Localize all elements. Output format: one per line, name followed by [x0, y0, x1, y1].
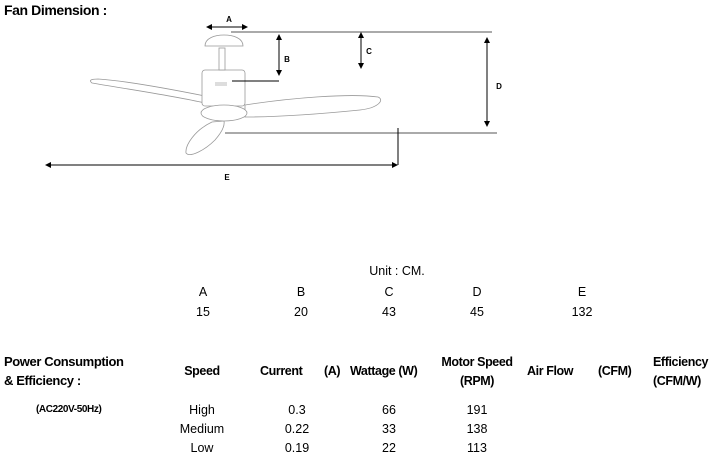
cell-speed: High [189, 403, 215, 417]
dim-header-a: A [198, 285, 208, 299]
cell-speed: Low [190, 441, 214, 455]
motor-housing [201, 69, 246, 107]
cell-rpm: 138 [466, 422, 488, 436]
cell-wattage: 66 [382, 403, 396, 417]
power-title-line2: & Efficiency : [4, 373, 81, 388]
right-blade [244, 95, 382, 118]
section-title-fan-dimension: Fan Dimension : [4, 2, 107, 18]
header-wattage: Wattage (W) [350, 364, 418, 378]
dim-header-c: C [384, 285, 394, 299]
cell-wattage: 22 [382, 441, 396, 455]
canopy [204, 34, 244, 47]
cell-current: 0.3 [288, 403, 306, 417]
dim-value-a: 15 [196, 305, 210, 319]
dim-value-d: 45 [470, 305, 484, 319]
dim-value-c: 43 [382, 305, 396, 319]
diagram-label-d: D [496, 82, 502, 91]
header-current: Current [260, 364, 303, 378]
header-current-unit: (A) [324, 364, 341, 378]
dim-header-e: E [577, 285, 587, 299]
power-supply-label: (AC220V-50Hz) [36, 404, 102, 415]
diagram-label-b: B [284, 55, 290, 64]
cell-rpm: 113 [467, 441, 487, 455]
header-efficiency: Efficiency [653, 355, 709, 369]
cell-speed: Medium [179, 422, 225, 436]
header-motor-speed-unit: (RPM) [459, 374, 495, 388]
header-motor-speed: Motor Speed [441, 355, 513, 369]
header-air-flow-unit: (CFM) [598, 364, 632, 378]
downrod [218, 47, 226, 71]
fan-dimension-diagram: A B C D E [45, 15, 502, 182]
header-speed: Speed [184, 364, 220, 378]
left-blade [90, 78, 206, 104]
cell-current: 0.19 [284, 441, 310, 455]
diagram-label-c: C [366, 47, 372, 56]
header-efficiency-unit: (CFM/W) [653, 374, 701, 388]
dim-header-d: D [472, 285, 482, 299]
fan-illustration [90, 34, 382, 155]
diagram-label-e: E [224, 173, 230, 182]
cell-wattage: 33 [382, 422, 396, 436]
lower-blade [185, 120, 225, 155]
cell-current: 0.22 [284, 422, 310, 436]
dim-header-b: B [296, 285, 306, 299]
diagram-label-a: A [226, 15, 232, 24]
lower-cap [200, 104, 248, 122]
dim-value-b: 20 [294, 305, 308, 319]
cell-rpm: 191 [466, 403, 488, 417]
power-title-line1: Power Consumption [4, 354, 124, 369]
header-air-flow: Air Flow [527, 364, 574, 378]
dim-value-e: 132 [571, 305, 593, 319]
unit-label: Unit : CM. [369, 264, 425, 278]
